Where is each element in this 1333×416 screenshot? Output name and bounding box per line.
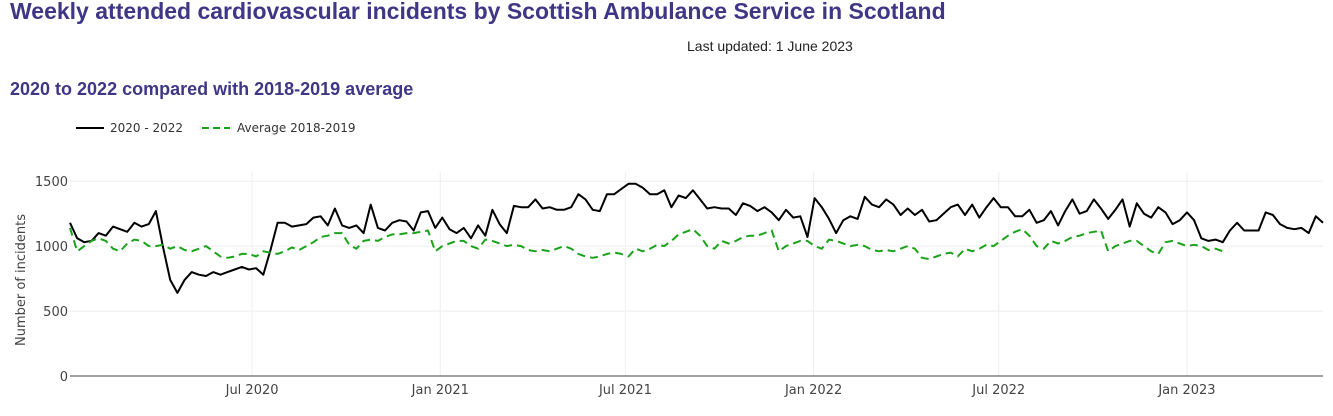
x-tick-label: Jan 2022: [784, 383, 842, 398]
legend-label-2020-2022: 2020 - 2022: [110, 121, 183, 135]
legend-label-average: Average 2018-2019: [237, 121, 356, 135]
y-tick-label: 0: [60, 370, 68, 385]
x-tick-label: Jul 2022: [971, 383, 1025, 398]
x-axis-tick-labels: Jul 2020 Jan 2021 Jul 2021 Jan 2022 Jul 2022…: [225, 383, 1216, 398]
last-updated: Last updated: 1 June 2023: [687, 38, 853, 54]
y-tick-label: 1000: [35, 240, 68, 255]
y-axis-tick-labels: 0 500 1000 1500: [35, 175, 68, 385]
series-group: [69, 182, 1324, 294]
series-line-2020-2022: [69, 182, 1324, 294]
y-tick-label: 500: [43, 305, 68, 320]
x-tick-label: Jan 2021: [411, 383, 469, 398]
grid-lines: [70, 172, 1323, 376]
legend-item-2020-2022[interactable]: 2020 - 2022: [76, 121, 183, 135]
legend-item-average[interactable]: Average 2018-2019: [202, 121, 356, 135]
x-tick-label: Jul 2020: [225, 383, 279, 398]
legend[interactable]: 2020 - 2022 Average 2018-2019: [76, 121, 356, 135]
y-tick-label: 1500: [35, 175, 68, 190]
page-title: Weekly attended cardiovascular incidents…: [10, 0, 946, 24]
chart-subtitle: 2020 to 2022 compared with 2018-2019 ave…: [10, 79, 414, 99]
x-tick-label: Jul 2021: [598, 383, 652, 398]
y-axis-label: Number of incidents: [14, 214, 29, 346]
incidents-line-chart: 2020 - 2022 Average 2018-2019 0 500 1000 15…: [14, 121, 1324, 398]
x-tick-label: Jan 2023: [1157, 383, 1215, 398]
series-line-average: [69, 227, 1224, 261]
